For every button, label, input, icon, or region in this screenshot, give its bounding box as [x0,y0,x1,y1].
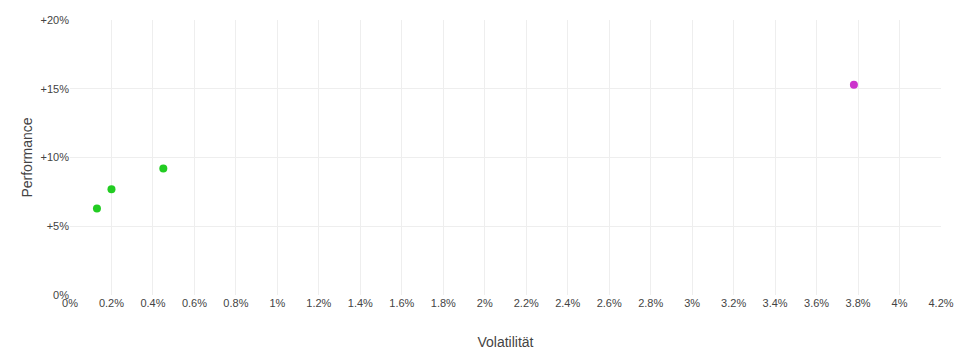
svg-text:3%: 3% [684,297,700,309]
svg-text:1.4%: 1.4% [348,297,373,309]
svg-text:2.4%: 2.4% [555,297,580,309]
svg-text:3.8%: 3.8% [846,297,871,309]
svg-text:3.6%: 3.6% [804,297,829,309]
svg-text:0.4%: 0.4% [140,297,165,309]
svg-text:Volatilität: Volatilität [477,334,533,350]
svg-text:1.8%: 1.8% [431,297,456,309]
svg-text:1%: 1% [269,297,285,309]
svg-text:1.2%: 1.2% [306,297,331,309]
svg-text:+5%: +5% [47,220,70,232]
svg-text:+20%: +20% [41,14,70,26]
svg-text:4%: 4% [892,297,908,309]
svg-text:3.4%: 3.4% [763,297,788,309]
svg-text:4.2%: 4.2% [928,297,953,309]
svg-text:3.2%: 3.2% [721,297,746,309]
svg-text:2.8%: 2.8% [638,297,663,309]
svg-text:0%: 0% [62,297,78,309]
svg-text:1.6%: 1.6% [389,297,414,309]
svg-text:2.6%: 2.6% [597,297,622,309]
svg-text:0.8%: 0.8% [223,297,248,309]
svg-text:Performance: Performance [19,117,35,197]
svg-text:0%: 0% [53,289,69,301]
svg-text:2.2%: 2.2% [514,297,539,309]
svg-text:0.2%: 0.2% [99,297,124,309]
svg-text:2%: 2% [477,297,493,309]
svg-text:+15%: +15% [41,83,70,95]
svg-text:0.6%: 0.6% [182,297,207,309]
svg-text:+10%: +10% [41,151,70,163]
